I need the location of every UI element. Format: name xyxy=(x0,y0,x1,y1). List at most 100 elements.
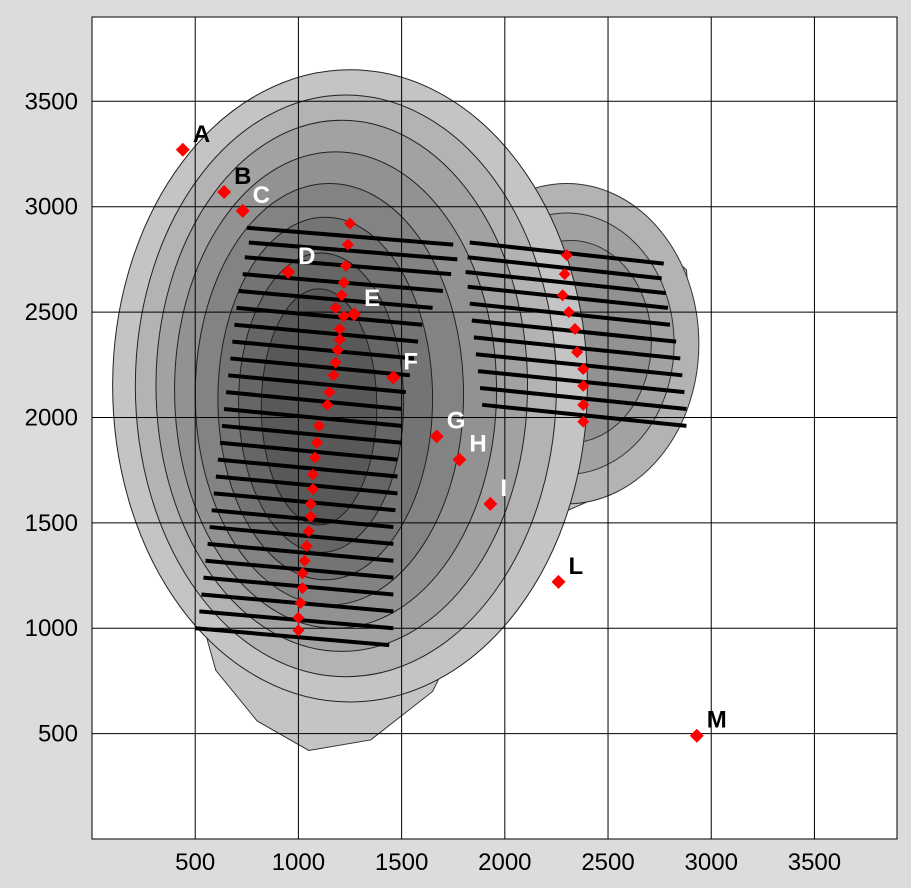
ridge-marker xyxy=(306,483,319,496)
point-label-i: I xyxy=(500,475,507,502)
right-ridge-marker xyxy=(558,268,571,281)
ridge-marker xyxy=(292,624,305,637)
transect-line xyxy=(236,305,423,327)
transect-line xyxy=(467,284,669,310)
ridge-marker xyxy=(335,289,348,302)
ridge-marker xyxy=(333,333,346,346)
point-marker-l xyxy=(551,574,566,589)
ridge-marker xyxy=(296,567,309,580)
y-tick-label: 3500 xyxy=(25,88,78,115)
transect-line xyxy=(209,525,394,546)
transect-line xyxy=(203,575,394,597)
ridge-marker xyxy=(310,436,323,449)
point-label-c: C xyxy=(253,182,270,209)
right-ridge-marker xyxy=(577,362,590,375)
transect-line xyxy=(205,558,394,580)
ridge-marker xyxy=(323,386,336,399)
transect-line xyxy=(213,491,396,513)
ridge-marker xyxy=(331,344,344,357)
transect-line xyxy=(228,373,406,395)
ridge-marker xyxy=(344,217,357,230)
point-label-f: F xyxy=(403,348,418,375)
y-tick-label: 3000 xyxy=(25,194,78,221)
point-marker-m xyxy=(689,728,704,743)
ridge-marker xyxy=(327,369,340,382)
right-ridge-marker xyxy=(577,415,590,428)
x-tick-label: 1000 xyxy=(272,849,325,876)
ridge-marker xyxy=(313,419,326,432)
transect-line xyxy=(475,352,683,378)
transect-line xyxy=(230,356,411,378)
x-tick-label: 3000 xyxy=(685,849,738,876)
x-tick-label: 3500 xyxy=(788,849,841,876)
ridge-marker xyxy=(304,510,317,523)
point-label-d: D xyxy=(298,243,315,270)
ridge-marker xyxy=(306,468,319,481)
plot-area: ABC D E F GHI L M 500 1000 1500 2000 2500 3000 3500 50… xyxy=(25,16,898,876)
transect-line xyxy=(238,289,433,310)
point-marker-h xyxy=(452,452,467,467)
ridge-marker xyxy=(296,582,309,595)
point-label-b: B xyxy=(234,163,251,190)
y-tick-label: 2500 xyxy=(25,299,78,326)
point-marker-e xyxy=(347,307,362,322)
point-marker-f xyxy=(386,370,401,385)
y-tick-label: 1500 xyxy=(25,510,78,537)
point-label-h: H xyxy=(469,431,486,458)
ridge-marker xyxy=(339,259,352,272)
point-label-m: M xyxy=(707,707,727,734)
ridge-marker xyxy=(304,497,317,510)
point-marker-a xyxy=(175,142,190,157)
x-tick-label: 2000 xyxy=(478,849,531,876)
right-ridge-marker xyxy=(562,306,575,319)
transect-line xyxy=(223,407,402,428)
plot-content xyxy=(92,17,897,839)
ridge-marker xyxy=(292,611,305,624)
transect-line xyxy=(221,423,402,445)
ridge-marker xyxy=(333,322,346,335)
y-tick-label: 2000 xyxy=(25,404,78,431)
transect-line xyxy=(477,369,685,395)
right-ridge-marker xyxy=(560,249,573,262)
ridge-marker xyxy=(308,451,321,464)
point-label-a: A xyxy=(193,121,210,148)
ridge-marker xyxy=(329,301,342,314)
point-label-l: L xyxy=(568,553,583,580)
point-marker-i xyxy=(483,496,498,511)
transect-line xyxy=(225,390,402,412)
point-label-g: G xyxy=(447,407,466,434)
x-tick-label: 1500 xyxy=(375,849,428,876)
transect-line xyxy=(207,541,394,563)
x-tick-label: 500 xyxy=(175,849,215,876)
right-ridge-marker xyxy=(571,346,584,359)
point-marker-d xyxy=(281,265,296,280)
transect-line xyxy=(465,270,667,296)
transect-line xyxy=(211,508,394,530)
ridge-marker xyxy=(302,525,315,538)
transect-line xyxy=(215,474,398,496)
transect-line xyxy=(234,322,419,344)
point-marker-b xyxy=(217,184,232,199)
y-tick-label: 500 xyxy=(38,721,78,748)
transect-line xyxy=(481,402,687,428)
point-marker-g xyxy=(429,429,444,444)
transect-line xyxy=(467,255,662,281)
ridge-marker xyxy=(337,276,350,289)
ridge-marker xyxy=(300,540,313,553)
transect-line xyxy=(479,385,687,412)
right-ridge-marker xyxy=(569,322,581,335)
transect-line xyxy=(217,457,398,479)
transect-line xyxy=(246,225,454,247)
ridge-marker xyxy=(298,554,311,567)
transect-line xyxy=(219,440,398,462)
right-ridge-marker xyxy=(577,398,590,411)
point-label-e: E xyxy=(364,285,380,312)
right-ridge-marker xyxy=(556,289,569,302)
ridge-marker xyxy=(294,596,307,609)
transect-line xyxy=(232,339,415,361)
y-tick-label: 1000 xyxy=(25,615,78,642)
right-ridge-marker xyxy=(577,379,590,392)
transect-line xyxy=(195,626,390,648)
